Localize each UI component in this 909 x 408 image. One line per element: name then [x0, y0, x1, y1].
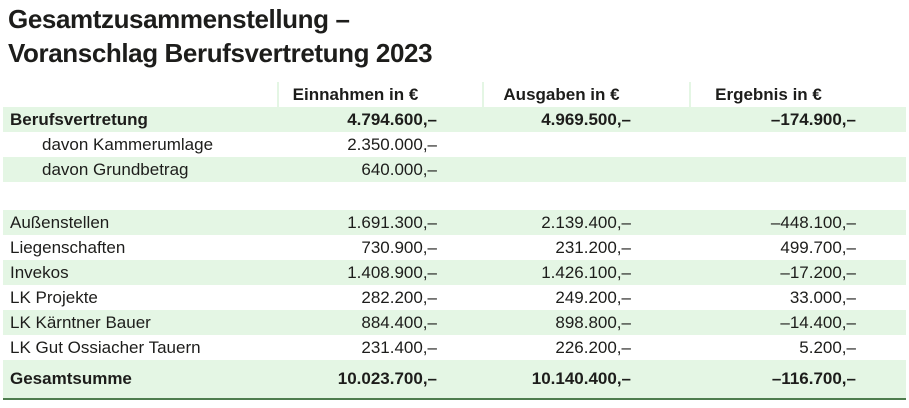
page-title-line2: Voranschlag Berufsvertretung 2023 — [8, 38, 433, 68]
cell-einnahmen: 282.200,– — [361, 287, 437, 307]
cell-ergebnis: 5.200,– — [799, 337, 856, 357]
cell-ausgaben: 10.140.400,– — [482, 360, 689, 398]
header-einnahmen: Einnahmen in € — [277, 82, 482, 107]
table-row-berufsvertretung: Berufsvertretung 4.794.600,– 4.969.500,–… — [3, 107, 906, 132]
cell-ergebnis: –116.700,– — [689, 360, 906, 398]
row-label: LK Projekte — [10, 287, 98, 307]
row-label: davon Grundbetrag — [3, 157, 277, 182]
cell-ergebnis: –14.400,– — [689, 310, 906, 335]
table-bottom-rule — [3, 398, 906, 400]
cell-ergebnis — [689, 157, 906, 182]
cell-ergebnis: –17.200,– — [689, 260, 906, 285]
header-ausgaben: Ausgaben in € — [482, 82, 689, 107]
row-label: LK Gut Ossiacher Tauern — [10, 337, 201, 357]
cell-ausgaben: 1.426.100,– — [482, 260, 689, 285]
table-row-invekos: Invekos 1.408.900,– 1.426.100,– –17.200,… — [3, 260, 906, 285]
table-row-lk-kaerntner-bauer: LK Kärntner Bauer 884.400,– 898.800,– –1… — [3, 310, 906, 335]
table-row-lk-gut-ossiacher-tauern: LK Gut Ossiacher Tauern 231.400,– 226.20… — [3, 335, 906, 360]
cell-einnahmen: 730.900,– — [361, 237, 437, 257]
row-label: davon Kammerumlage — [42, 134, 214, 154]
row-label: Berufsvertretung — [3, 107, 277, 132]
row-label: Invekos — [3, 260, 277, 285]
table-row-kammerumlage: davon Kammerumlage 2.350.000,– — [3, 132, 906, 157]
header-ergebnis: Ergebnis in € — [689, 82, 906, 107]
cell-ausgaben: 4.969.500,– — [482, 107, 689, 132]
row-label: LK Kärntner Bauer — [3, 310, 277, 335]
table-row-aussenstellen: Außenstellen 1.691.300,– 2.139.400,– –44… — [3, 210, 906, 235]
row-label: Gesamtsumme — [3, 360, 277, 398]
cell-ergebnis: –174.900,– — [689, 107, 906, 132]
cell-ausgaben — [482, 157, 689, 182]
cell-ausgaben: 226.200,– — [555, 337, 631, 357]
cell-ausgaben: 2.139.400,– — [482, 210, 689, 235]
cell-einnahmen: 4.794.600,– — [277, 107, 482, 132]
table-row-gesamtsumme: Gesamtsumme 10.023.700,– 10.140.400,– –1… — [3, 360, 906, 398]
table-row-grundbetrag: davon Grundbetrag 640.000,– — [3, 157, 906, 182]
header-empty — [3, 82, 277, 107]
table-row-lk-projekte: LK Projekte 282.200,– 249.200,– 33.000,– — [3, 285, 906, 310]
cell-ausgaben — [482, 132, 689, 157]
cell-einnahmen: 2.350.000,– — [347, 134, 437, 154]
cell-einnahmen: 231.400,– — [361, 337, 437, 357]
cell-ergebnis: –448.100,– — [689, 210, 906, 235]
cell-einnahmen: 640.000,– — [277, 157, 482, 182]
row-label: Liegenschaften — [10, 237, 126, 257]
cell-einnahmen: 10.023.700,– — [277, 360, 482, 398]
cell-einnahmen: 1.408.900,– — [277, 260, 482, 285]
cell-ausgaben: 898.800,– — [482, 310, 689, 335]
page-title-line1: Gesamtzusammenstellung – — [8, 4, 350, 34]
row-label: Außenstellen — [3, 210, 277, 235]
page-title: Gesamtzusammenstellung – Voranschlag Ber… — [8, 2, 433, 70]
cell-ausgaben: 249.200,– — [555, 287, 631, 307]
cell-ergebnis: 499.700,– — [780, 237, 856, 257]
cell-einnahmen: 884.400,– — [277, 310, 482, 335]
table-row-liegenschaften: Liegenschaften 730.900,– 231.200,– 499.7… — [3, 235, 906, 260]
cell-ergebnis — [689, 132, 906, 157]
cell-ergebnis: 33.000,– — [789, 287, 856, 307]
cell-einnahmen: 1.691.300,– — [277, 210, 482, 235]
cell-ausgaben: 231.200,– — [555, 237, 631, 257]
table-spacer — [3, 182, 906, 210]
table-header-row: Einnahmen in € Ausgaben in € Ergebnis in… — [3, 82, 906, 107]
budget-table: Einnahmen in € Ausgaben in € Ergebnis in… — [3, 82, 906, 400]
